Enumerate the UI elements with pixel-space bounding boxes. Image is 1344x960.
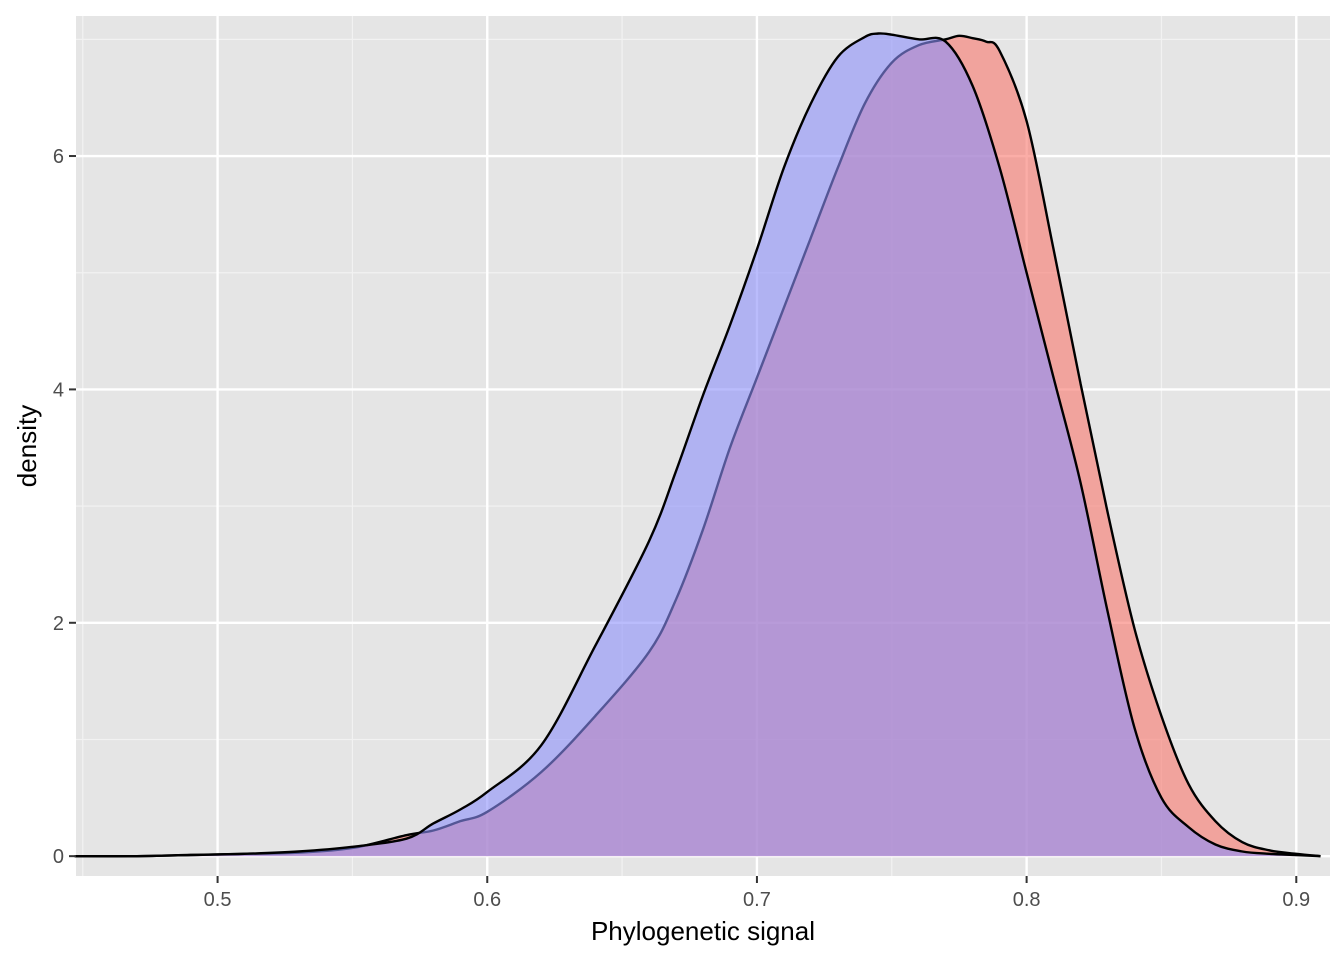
axis-ticks: [69, 155, 1298, 883]
major-gridlines: [76, 16, 1330, 876]
y-tick-label: 4: [53, 379, 64, 401]
x-tick-label: 0.9: [1282, 889, 1310, 911]
y-axis-tick-labels: 0 2 4 6: [53, 146, 64, 868]
density-area-2: [74, 33, 1321, 857]
y-axis-title: density: [12, 405, 42, 487]
density-line-2: [74, 32, 1321, 858]
y-tick-label: 0: [53, 846, 64, 868]
x-tick-label: 0.8: [1013, 889, 1041, 911]
y-tick-label: 6: [53, 146, 64, 168]
y-tick-label: 2: [53, 613, 64, 635]
density-areas: [74, 32, 1321, 858]
x-tick-label: 0.5: [204, 889, 232, 911]
x-axis-title: Phylogenetic signal: [591, 916, 815, 946]
x-tick-label: 0.6: [473, 889, 501, 911]
x-tick-label: 0.7: [743, 889, 771, 911]
x-axis-tick-labels: 0.5 0.6 0.7 0.8 0.9: [204, 889, 1311, 911]
